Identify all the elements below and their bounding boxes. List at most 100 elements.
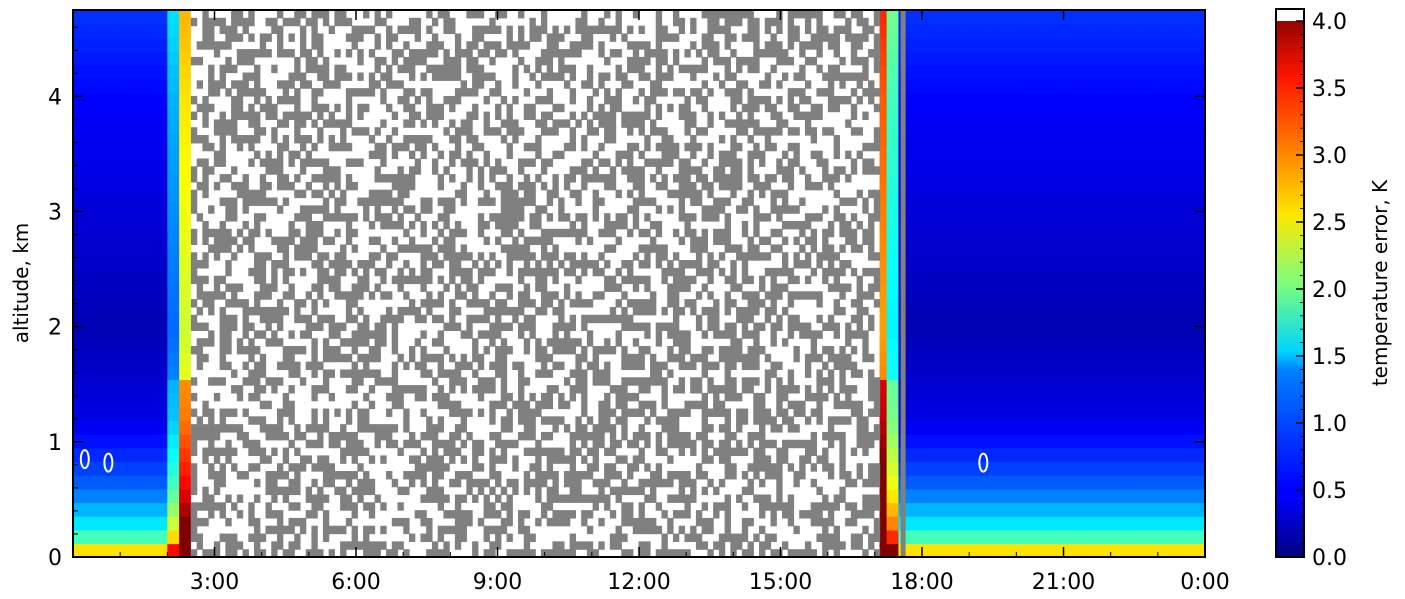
- cloud-mask-cell: [328, 549, 335, 557]
- heatmap-cell: [1146, 379, 1159, 394]
- cloud-mask-cell: [759, 213, 766, 222]
- heatmap-cell: [910, 187, 923, 203]
- cloud-mask-cell: [690, 64, 697, 74]
- heatmap-cell: [933, 351, 947, 367]
- cloud-mask-cell: [604, 111, 611, 120]
- cloud-mask-cell: [523, 346, 531, 355]
- cloud-mask-cell: [305, 220, 313, 230]
- cloud-mask-cell: [368, 353, 376, 363]
- cloud-mask-cell: [466, 361, 473, 371]
- heatmap-cell: [84, 201, 98, 216]
- cloud-mask-cell: [655, 447, 663, 457]
- cloud-mask-cell: [374, 424, 381, 433]
- cloud-mask-cell: [368, 424, 376, 433]
- cloud-mask-cell: [604, 220, 611, 230]
- heatmap-cell: [910, 51, 923, 66]
- heatmap-cell: [167, 502, 180, 517]
- cloud-mask-cell: [764, 471, 772, 480]
- cloud-mask-cell: [248, 447, 255, 457]
- heatmap-cell: [1016, 78, 1029, 93]
- cloud-mask-cell: [638, 111, 645, 120]
- cloud-mask-cell: [340, 72, 347, 81]
- cloud-mask-cell: [483, 150, 490, 160]
- cloud-mask-cell: [322, 346, 330, 355]
- heatmap-cell: [1016, 215, 1029, 230]
- cloud-mask-cell: [598, 197, 605, 206]
- cloud-mask-cell: [248, 377, 255, 386]
- cloud-mask-cell: [380, 291, 387, 300]
- cloud-mask-cell: [305, 244, 313, 253]
- cloud-mask-cell: [466, 267, 473, 277]
- heatmap-cell: [143, 297, 157, 312]
- cloud-mask-cell: [764, 369, 772, 378]
- heatmap-cell: [1051, 78, 1065, 93]
- cloud-mask-cell: [592, 455, 599, 464]
- cloud-mask-cell: [770, 275, 777, 285]
- cloud-mask-cell: [627, 174, 634, 183]
- cloud-mask-cell: [397, 166, 404, 175]
- cloud-mask-cell: [265, 322, 272, 331]
- cloud-mask-cell: [575, 377, 582, 386]
- cloud-mask-cell: [345, 260, 353, 269]
- cloud-mask-cell: [213, 283, 221, 292]
- heatmap-cell: [167, 256, 180, 271]
- heatmap-cell: [1181, 37, 1195, 52]
- heatmap-cell: [96, 420, 110, 435]
- cloud-mask-cell: [707, 291, 714, 300]
- heatmap-cell: [96, 502, 110, 517]
- cloud-mask-cell: [627, 142, 634, 152]
- cloud-mask-cell: [363, 314, 370, 324]
- heatmap-cell: [945, 201, 959, 216]
- cloud-mask-cell: [690, 361, 697, 371]
- heatmap-cell: [1134, 474, 1147, 490]
- cloud-mask-cell: [546, 236, 554, 246]
- cloud-mask-cell: [661, 377, 668, 386]
- cloud-mask-cell: [632, 283, 640, 292]
- heatmap-cell: [108, 515, 121, 531]
- heatmap-cell: [96, 474, 110, 490]
- heatmap-cell: [1028, 23, 1041, 39]
- heatmap-cell: [886, 283, 900, 298]
- heatmap-cell: [1063, 269, 1077, 285]
- heatmap-cell: [922, 529, 935, 545]
- cloud-mask-cell: [294, 431, 301, 441]
- heatmap-cell: [1193, 146, 1205, 162]
- heatmap-cell: [957, 23, 970, 39]
- cloud-mask-cell: [386, 549, 393, 557]
- cloud-mask-cell: [271, 471, 278, 480]
- heatmap-cell: [886, 215, 900, 230]
- heatmap-cell: [84, 64, 98, 80]
- cloud-mask-cell: [449, 25, 456, 35]
- cloud-mask-cell: [397, 486, 404, 496]
- cloud-mask-cell: [322, 463, 330, 472]
- cloud-mask-cell: [764, 181, 772, 191]
- cloud-mask-cell: [500, 220, 508, 230]
- cloud-mask-cell: [322, 174, 330, 183]
- cloud-mask-cell: [575, 486, 582, 496]
- cloud-mask-cell: [225, 41, 232, 50]
- heatmap-cell: [143, 64, 157, 80]
- cloud-mask-cell: [615, 314, 622, 324]
- heatmap-cell: [980, 420, 994, 435]
- cloud-mask-cell: [477, 142, 485, 152]
- cloud-mask-cell: [294, 517, 301, 527]
- cloud-mask-cell: [374, 197, 381, 206]
- cloud-mask-cell: [506, 517, 513, 527]
- cloud-mask-cell: [437, 244, 445, 253]
- cloud-mask-cell: [512, 135, 519, 144]
- heatmap-cell: [1110, 187, 1124, 203]
- cloud-mask-cell: [334, 267, 341, 277]
- cloud-mask-cell: [638, 119, 645, 128]
- cloud-mask-cell: [403, 361, 410, 371]
- cloud-mask-cell: [495, 166, 502, 175]
- cloud-mask-cell: [408, 471, 416, 480]
- cloud-mask-cell: [506, 213, 513, 222]
- heatmap-cell: [1075, 529, 1088, 545]
- heatmap-cell: [992, 297, 1006, 312]
- cloud-mask-cell: [650, 525, 657, 535]
- cloud-mask-cell: [672, 189, 680, 199]
- heatmap-cell: [980, 297, 994, 312]
- cloud-mask-cell: [380, 197, 387, 206]
- cloud-mask-cell: [305, 158, 313, 167]
- heatmap-cell: [1146, 474, 1159, 490]
